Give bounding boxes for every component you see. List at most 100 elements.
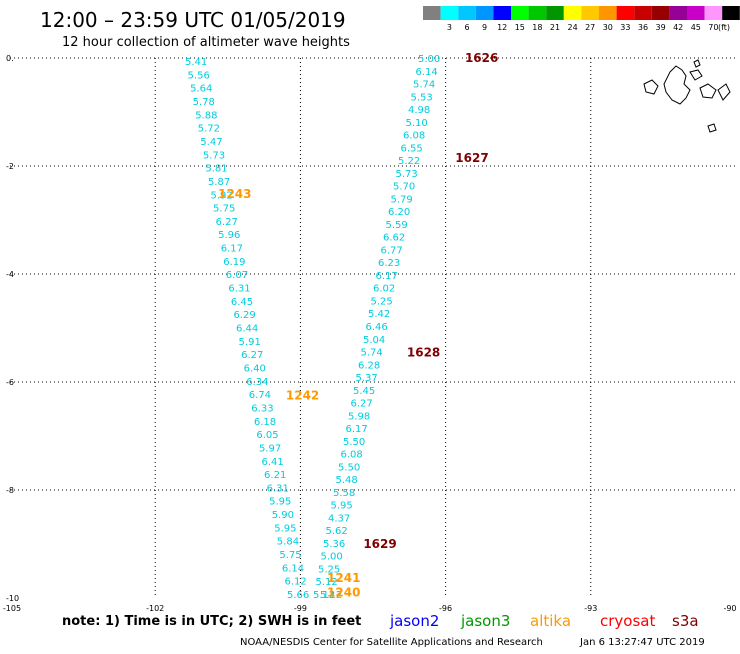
legend-swatch xyxy=(546,6,564,20)
pass-number: 1242 xyxy=(286,389,319,403)
wave-height-value: 5.73 xyxy=(203,150,225,161)
wave-height-value: 5.95 xyxy=(274,523,296,534)
lon-tick-label: -99 xyxy=(294,604,307,613)
wave-height-value: 5.95 xyxy=(269,497,291,508)
wave-height-value: 5.62 xyxy=(326,526,348,537)
wave-height-value: 6.31 xyxy=(228,284,250,295)
island-santiago xyxy=(689,69,703,81)
wave-height-value: 5.78 xyxy=(193,97,215,108)
legend-swatch xyxy=(511,6,529,20)
wave-height-value: 5.48 xyxy=(336,475,358,486)
wave-height-value: 5.75 xyxy=(279,550,301,561)
island-floreana xyxy=(707,123,717,133)
satellite-legend: jason2 jason3 altika cryosat s3a xyxy=(389,612,699,630)
footer-note: note: 1) Time is in UTC; 2) SWH is in fe… xyxy=(62,614,361,629)
wave-height-value: 5.58 xyxy=(333,488,355,499)
wave-height-value: 6.46 xyxy=(366,322,388,333)
wave-height-value: 5.87 xyxy=(208,177,230,188)
wave-height-value: 6.17 xyxy=(346,424,368,435)
wave-height-value: 5.10 xyxy=(406,118,428,129)
galapagos-islands xyxy=(643,59,731,133)
legend-swatch xyxy=(440,6,459,20)
wave-height-value: 5.66 xyxy=(287,590,309,601)
wave-height-value: 6.20 xyxy=(388,207,410,218)
pass-number: 1629 xyxy=(363,537,396,551)
legend-swatch xyxy=(616,6,635,20)
lat-tick-label: -4 xyxy=(6,270,14,279)
wave-height-value: 5.50 xyxy=(338,462,360,473)
wave-height-value: 6.28 xyxy=(358,360,380,371)
satellite-name: cryosat xyxy=(600,612,655,630)
wave-height-value: 6.55 xyxy=(401,143,423,154)
wave-height-value: 6.74 xyxy=(249,390,271,401)
legend-tick-label: 21 xyxy=(550,23,560,32)
island-san-cristobal xyxy=(717,83,731,101)
legend-swatch xyxy=(634,6,652,20)
wave-height-value: 6.62 xyxy=(383,233,405,244)
lon-tick-label: -90 xyxy=(723,604,736,613)
wave-height-value: 5.74 xyxy=(361,348,383,359)
legend-tick-label: 39 xyxy=(656,23,666,32)
wave-height-value: 5.25 xyxy=(318,564,340,575)
wave-height-value: 6.08 xyxy=(341,450,363,461)
wave-height-value: 5.36 xyxy=(323,539,345,550)
satellite-name: s3a xyxy=(672,612,699,630)
wave-height-value: 5.79 xyxy=(391,194,413,205)
lat-lon-grid xyxy=(10,57,736,598)
wave-height-value: 6.17 xyxy=(376,271,398,282)
wave-height-value: 6.27 xyxy=(351,399,373,410)
island-pinta xyxy=(693,59,701,68)
wave-height-value: 4.37 xyxy=(328,513,350,524)
wave-height-value: 6.18 xyxy=(254,417,276,428)
wave-height-value: 6.27 xyxy=(216,217,238,228)
wave-height-value: 5.64 xyxy=(190,84,212,95)
legend-swatch xyxy=(493,6,511,20)
wave-height-value: 6.12 xyxy=(284,577,306,588)
wave-height-value: 6.44 xyxy=(236,324,258,335)
axis-labels: 0. -2 -4 -6 -8 -10-105 -102 -99 -96 -93 -90 xyxy=(3,54,737,613)
credit-line: NOAA/NESDIS Center for Satellite Applica… xyxy=(240,637,543,648)
wave-height-value: 5.42 xyxy=(368,309,390,320)
legend-swatch xyxy=(651,6,670,20)
island-santa-cruz xyxy=(699,83,717,99)
wave-height-value: 5.88 xyxy=(195,110,217,121)
lat-tick-label: -2 xyxy=(6,162,14,171)
wave-height-value: 5.22 xyxy=(398,156,420,167)
legend-tick-label: 6 xyxy=(464,23,469,32)
wave-height-value: 5.12 xyxy=(320,590,342,601)
lat-tick-label: -8 xyxy=(6,486,14,495)
wave-height-value: 6.45 xyxy=(231,297,253,308)
wave-height-value: 5.00 xyxy=(321,552,343,563)
legend-tick-label: 45 xyxy=(691,23,701,32)
wave-height-value: 6.31 xyxy=(267,483,289,494)
legend-tick-label: 3 xyxy=(447,23,452,32)
legend-tick-label: 36 xyxy=(638,23,648,32)
wave-height-value: 5.91 xyxy=(239,337,261,348)
wave-height-value: 5.72 xyxy=(198,124,220,135)
wave-height-value: 5.59 xyxy=(386,220,408,231)
generated-timestamp: Jan 6 13:27:47 UTC 2019 xyxy=(579,637,705,648)
legend-swatch xyxy=(528,6,547,20)
wave-height-value: 5.73 xyxy=(396,169,418,180)
legend-tick-label: 12 xyxy=(497,23,507,32)
wave-height-value: 5.90 xyxy=(272,510,294,521)
wave-height-value: 6.29 xyxy=(233,310,255,321)
lon-tick-label: -102 xyxy=(146,604,164,613)
legend-tick-label: 33 xyxy=(620,23,630,32)
legend-swatch xyxy=(458,6,476,20)
color-scale-legend: 3 6 9 12 15 18 21 24 27 30 33 36 39 42 45 70 (ft) xyxy=(423,6,740,32)
wave-height-value: 5.12 xyxy=(316,577,338,588)
wave-height-value: 6.05 xyxy=(256,430,278,441)
pass-number: 1240 xyxy=(327,586,360,600)
pass-number: 1627 xyxy=(455,151,488,165)
legend-swatch xyxy=(704,6,723,20)
legend-swatch xyxy=(423,6,441,20)
wave-height-value: 6.21 xyxy=(264,470,286,481)
pass-number: 1241 xyxy=(327,571,360,585)
wave-height-value: 6.02 xyxy=(373,284,395,295)
wave-height-value: 5.56 xyxy=(188,70,210,81)
wave-height-value: 6.14 xyxy=(416,67,438,78)
wave-height-value: 6.14 xyxy=(282,563,304,574)
